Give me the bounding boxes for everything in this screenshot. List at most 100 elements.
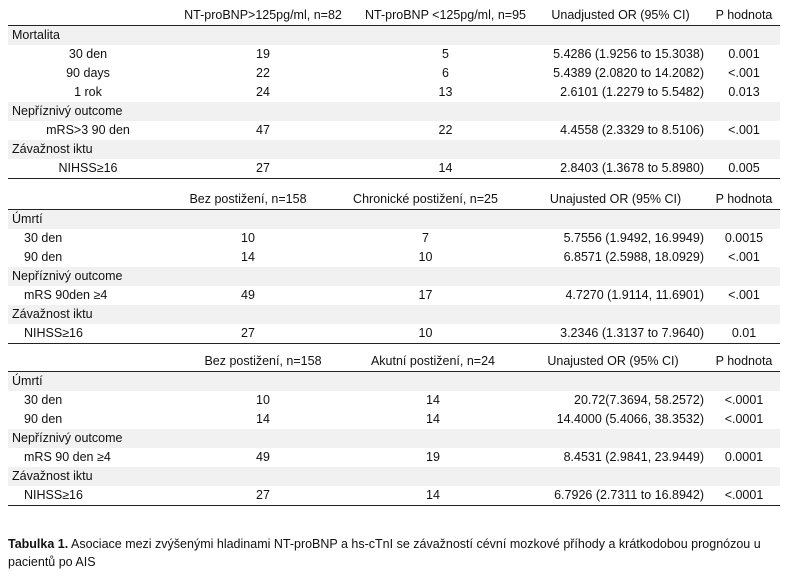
table-acute: Bez postižení, n=158 Akutní postižení, n…	[8, 352, 780, 506]
caption-label: Tabulka 1.	[8, 537, 69, 551]
table-row: mRS 90 den ≥4 49 19 8.4531 (2.9841, 23.9…	[8, 448, 780, 467]
section-row: Mortalita	[8, 25, 780, 45]
cell-b: 13	[438, 85, 453, 99]
row-label: NIHSS≥16	[8, 324, 168, 344]
cell-b: 14	[348, 486, 518, 506]
cell-a: 14	[256, 412, 270, 426]
cell-p: 0.005	[708, 159, 780, 179]
section-title: Úmrtí	[8, 371, 780, 391]
cell-or: 14.4000 (5.4066, 38.3532)	[556, 412, 704, 426]
header-cell: Chronické postižení, n=25	[328, 190, 523, 210]
table-row: 90 den 14 10 6.8571 (2.5988, 18.0929) <.…	[8, 248, 780, 267]
table-caption: Tabulka 1. Asociace mezi zvýšenými hladi…	[8, 535, 780, 571]
table-header-row: Bez postižení, n=158 Akutní postižení, n…	[8, 352, 780, 372]
cell-b: 17	[418, 288, 433, 302]
header-cell	[8, 190, 168, 210]
cell-or: 20.72(7.3694, 58.2572)	[574, 393, 704, 407]
cell-or: 4.4558 (2.3329 to 8.5106)	[560, 123, 704, 137]
section-title: Nepříznivý outcome	[8, 429, 780, 448]
cell-or: 5.4286 (1.9256 to 15.3038)	[553, 47, 704, 61]
header-cell: P hodnota	[708, 352, 780, 372]
cell-b: 14	[358, 159, 533, 179]
cell-a: 10	[241, 231, 255, 245]
section-title: Úmrtí	[8, 209, 780, 229]
cell-b: 5	[442, 47, 449, 61]
table-row: NIHSS≥16 27 14 6.7926 (2.7311 to 16.8942…	[8, 486, 780, 506]
cell-or: 8.4531 (2.9841, 23.9449)	[563, 450, 704, 464]
cell-b: 7	[422, 231, 429, 245]
table-row: 90 den 14 14 14.4000 (5.4066, 38.3532) <…	[8, 410, 780, 429]
cell-a: 49	[256, 450, 270, 464]
cell-a: 19	[256, 47, 270, 61]
table-chronic: Bez postižení, n=158 Chronické postižení…	[8, 190, 780, 344]
section-row: Úmrtí	[8, 371, 780, 391]
header-cell: NT-proBNP <125pg/ml, n=95	[358, 6, 533, 26]
cell-a: 27	[178, 486, 348, 506]
header-cell: NT-proBNP>125pg/ml, n=82	[168, 6, 358, 26]
row-label: mRS>3 90 den	[46, 123, 130, 137]
table-row: 1 rok 24 13 2.6101 (1.2279 to 5.5482) 0.…	[8, 83, 780, 102]
cell-a: 47	[256, 123, 270, 137]
cell-p: 0.013	[728, 85, 760, 99]
row-label: 30 den	[24, 393, 63, 407]
table-row: NIHSS≥16 27 10 3.2346 (1.3137 to 7.9640)…	[8, 324, 780, 344]
table-row: 30 den 10 7 5.7556 (1.9492, 16.9949) 0.0…	[8, 229, 780, 248]
section-title: Nepříznivý outcome	[8, 267, 780, 286]
table-row: 30 den 10 14 20.72(7.3694, 58.2572) <.00…	[8, 391, 780, 410]
section-title: Závažnost iktu	[8, 305, 780, 324]
cell-b: 19	[426, 450, 440, 464]
cell-b: 6	[442, 66, 449, 80]
cell-p: <.001	[728, 66, 760, 80]
row-label: mRS 90den ≥4	[24, 288, 108, 302]
cell-p: <.0001	[708, 486, 780, 506]
cell-p: <.001	[728, 123, 760, 137]
table-ntprobnp: NT-proBNP>125pg/ml, n=82 NT-proBNP <125p…	[8, 6, 780, 179]
row-label: 1 rok	[74, 85, 102, 99]
caption-text: Asociace mezi zvýšenými hladinami NT-pro…	[8, 537, 761, 569]
section-row: Závažnost iktu	[8, 140, 780, 159]
cell-p: 0.0015	[724, 231, 764, 245]
header-cell: Unajusted OR (95% CI)	[523, 190, 708, 210]
cell-or: 4.7270 (1.9114, 11.6901)	[565, 288, 704, 302]
section-row: Závažnost iktu	[8, 467, 780, 486]
cell-p: 0.001	[728, 47, 760, 61]
cell-b: 10	[328, 324, 523, 344]
table-row: 30 den 19 5 5.4286 (1.9256 to 15.3038) 0…	[8, 45, 780, 64]
header-cell: P hodnota	[708, 6, 780, 26]
row-label: NIHSS≥16	[8, 159, 168, 179]
header-cell	[8, 6, 168, 26]
header-cell: Akutní postižení, n=24	[348, 352, 518, 372]
section-row: Nepříznivý outcome	[8, 102, 780, 121]
cell-a: 22	[256, 66, 270, 80]
table-row: mRS 90den ≥4 49 17 4.7270 (1.9114, 11.69…	[8, 286, 780, 305]
header-cell: P hodnota	[708, 190, 780, 210]
cell-or: 6.8571 (2.5988, 18.0929)	[563, 250, 704, 264]
header-cell: Unadjusted OR (95% CI)	[533, 6, 708, 26]
header-cell: Bez postižení, n=158	[168, 190, 328, 210]
cell-a: 27	[168, 324, 328, 344]
cell-p: 0.01	[708, 324, 780, 344]
cell-or: 5.7556 (1.9492, 16.9949)	[563, 231, 704, 245]
cell-p: <.001	[728, 250, 760, 264]
cell-p: <.0001	[724, 412, 764, 426]
table-row: NIHSS≥16 27 14 2.8403 (1.3678 to 5.8980)…	[8, 159, 780, 179]
row-label: NIHSS≥16	[8, 486, 178, 506]
cell-or: 6.7926 (2.7311 to 16.8942)	[518, 486, 708, 506]
cell-a: 14	[241, 250, 255, 264]
cell-p: <.0001	[724, 393, 764, 407]
section-title: Závažnost iktu	[8, 467, 780, 486]
cell-a: 49	[241, 288, 255, 302]
cell-a: 10	[256, 393, 270, 407]
section-title: Závažnost iktu	[8, 140, 780, 159]
cell-or: 5.4389 (2.0820 to 14.2082)	[553, 66, 704, 80]
cell-a: 24	[256, 85, 270, 99]
row-label: 90 den	[24, 412, 63, 426]
header-cell: Unajusted OR (95% CI)	[518, 352, 708, 372]
row-label: 90 den	[24, 250, 63, 264]
section-title: Mortalita	[8, 25, 780, 45]
table-header-row: Bez postižení, n=158 Chronické postižení…	[8, 190, 780, 210]
cell-b: 14	[426, 393, 440, 407]
section-row: Nepříznivý outcome	[8, 267, 780, 286]
cell-b: 22	[438, 123, 453, 137]
cell-b: 10	[418, 250, 433, 264]
